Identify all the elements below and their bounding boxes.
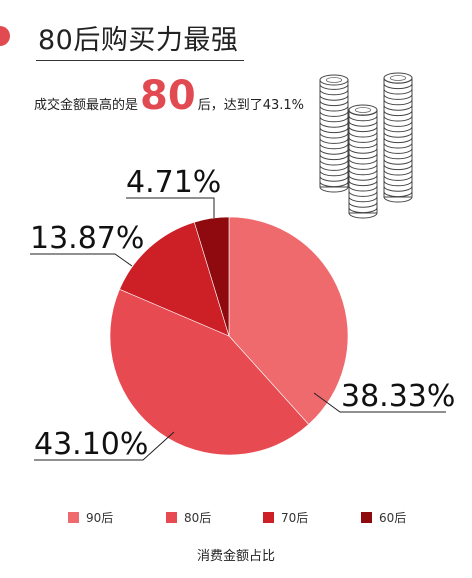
legend-swatch — [68, 512, 79, 523]
title-underline — [36, 60, 244, 61]
leader-line — [30, 253, 133, 267]
data-label: 4.71% — [126, 165, 221, 200]
leader-line — [126, 197, 215, 218]
legend-entry: 60后 — [361, 511, 406, 525]
legend-label: 80后 — [184, 511, 211, 525]
headline-big-number: 80 — [140, 73, 196, 119]
coin-stack — [348, 104, 378, 219]
page-title: 80后购买力最强 — [38, 25, 239, 56]
legend-label: 70后 — [281, 511, 308, 525]
pie-slice — [119, 221, 230, 337]
chart-xlabel: 消费金额占比 — [196, 549, 275, 564]
legend-entry: 90后 — [68, 511, 113, 525]
coin-stack — [319, 74, 349, 193]
title-marker — [0, 26, 10, 46]
data-label: 13.87% — [30, 221, 144, 256]
leader-line — [34, 431, 175, 461]
legend-swatch — [166, 512, 177, 523]
legend-label: 90后 — [86, 511, 113, 525]
headline-post: 后，达到了43.1% — [197, 98, 304, 113]
legend-entry: 70后 — [263, 511, 308, 525]
headline-pre: 成交金额最高的是 — [34, 98, 139, 113]
legend-label: 60后 — [379, 511, 406, 525]
legend-swatch — [263, 512, 274, 523]
headline: 成交金额最高的是 80 后，达到了43.1% — [34, 76, 304, 128]
leader-line — [313, 392, 446, 413]
data-label: 38.33% — [341, 379, 455, 414]
legend-swatch — [361, 512, 372, 523]
pie-slice — [109, 288, 310, 456]
pie-slice — [193, 216, 230, 337]
legend-entry: 80后 — [166, 511, 211, 525]
coin-stack — [383, 72, 413, 203]
data-label: 43.10% — [34, 427, 148, 462]
pie-slice — [228, 216, 349, 425]
